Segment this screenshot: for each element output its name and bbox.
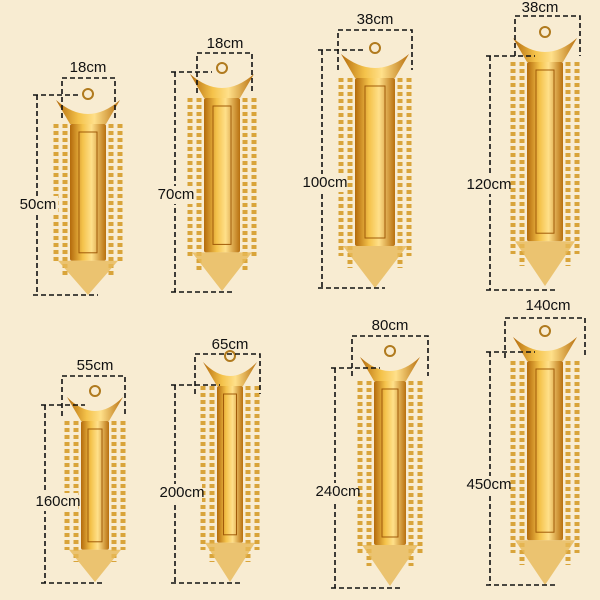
- lantern-body: [527, 361, 563, 541]
- panel: [212, 105, 232, 245]
- panel: [78, 131, 98, 254]
- crown: [203, 362, 257, 386]
- crown: [341, 54, 409, 78]
- width-label: 38cm: [357, 11, 394, 28]
- lantern-body: [355, 78, 395, 246]
- lantern: [510, 325, 580, 585]
- lantern: [510, 26, 580, 286]
- fringe: [362, 545, 418, 586]
- lantern: [53, 88, 123, 295]
- label-bg: [469, 476, 509, 494]
- hook: [384, 345, 396, 357]
- width-bracket: [194, 353, 261, 394]
- width-label: 38cm: [522, 0, 559, 16]
- height-label: 450cm: [466, 476, 511, 493]
- height-label: 70cm: [158, 186, 195, 203]
- crown: [513, 337, 577, 361]
- hook: [539, 325, 551, 337]
- label-bg: [318, 483, 358, 501]
- hook: [539, 26, 551, 38]
- panel: [87, 428, 103, 543]
- width-bracket: [504, 317, 586, 358]
- lantern-body: [204, 98, 240, 253]
- height-label: 160cm: [35, 493, 80, 510]
- label-bg: [156, 186, 196, 204]
- fringe: [515, 540, 575, 585]
- crown: [360, 357, 420, 381]
- fringe: [515, 241, 575, 286]
- panel: [535, 368, 555, 533]
- lantern-body: [70, 124, 106, 261]
- crown: [190, 74, 254, 98]
- fringe: [69, 549, 121, 582]
- hook: [82, 88, 94, 100]
- fringe: [58, 260, 118, 295]
- panel: [535, 69, 555, 234]
- hook: [369, 42, 381, 54]
- lantern: [357, 345, 423, 586]
- lantern: [187, 62, 257, 291]
- width-bracket: [514, 15, 581, 56]
- width-label: 55cm: [77, 357, 114, 374]
- label-bg: [469, 176, 509, 194]
- width-label: 140cm: [525, 297, 570, 314]
- width-label: 80cm: [372, 317, 409, 334]
- panel: [223, 393, 237, 536]
- lantern: [64, 385, 126, 582]
- lantern-body: [81, 421, 109, 550]
- lantern-body: [217, 386, 243, 543]
- hook: [216, 62, 228, 74]
- panel: [381, 388, 399, 538]
- height-label: 120cm: [466, 176, 511, 193]
- width-label: 18cm: [207, 35, 244, 52]
- width-bracket: [351, 335, 429, 376]
- label-bg: [18, 196, 58, 214]
- label-bg: [38, 493, 78, 511]
- crown: [67, 397, 123, 421]
- width-bracket: [196, 52, 253, 93]
- hook: [224, 350, 236, 362]
- panel: [364, 85, 386, 239]
- height-label: 100cm: [302, 174, 347, 191]
- lantern-body: [527, 62, 563, 242]
- label-bg: [305, 174, 345, 192]
- lantern: [338, 42, 412, 288]
- height-label: 200cm: [159, 484, 204, 501]
- width-bracket: [61, 77, 116, 118]
- height-label: 240cm: [315, 483, 360, 500]
- width-label: 18cm: [70, 59, 107, 76]
- fringe: [192, 252, 252, 291]
- hook: [89, 385, 101, 397]
- fringe: [205, 542, 255, 582]
- lantern: [200, 350, 260, 582]
- height-label: 50cm: [20, 196, 57, 213]
- crown: [56, 100, 120, 124]
- width-bracket: [61, 375, 126, 416]
- label-bg: [162, 484, 202, 502]
- width-label: 65cm: [212, 336, 249, 353]
- lantern-body: [374, 381, 406, 545]
- fringe: [343, 246, 407, 288]
